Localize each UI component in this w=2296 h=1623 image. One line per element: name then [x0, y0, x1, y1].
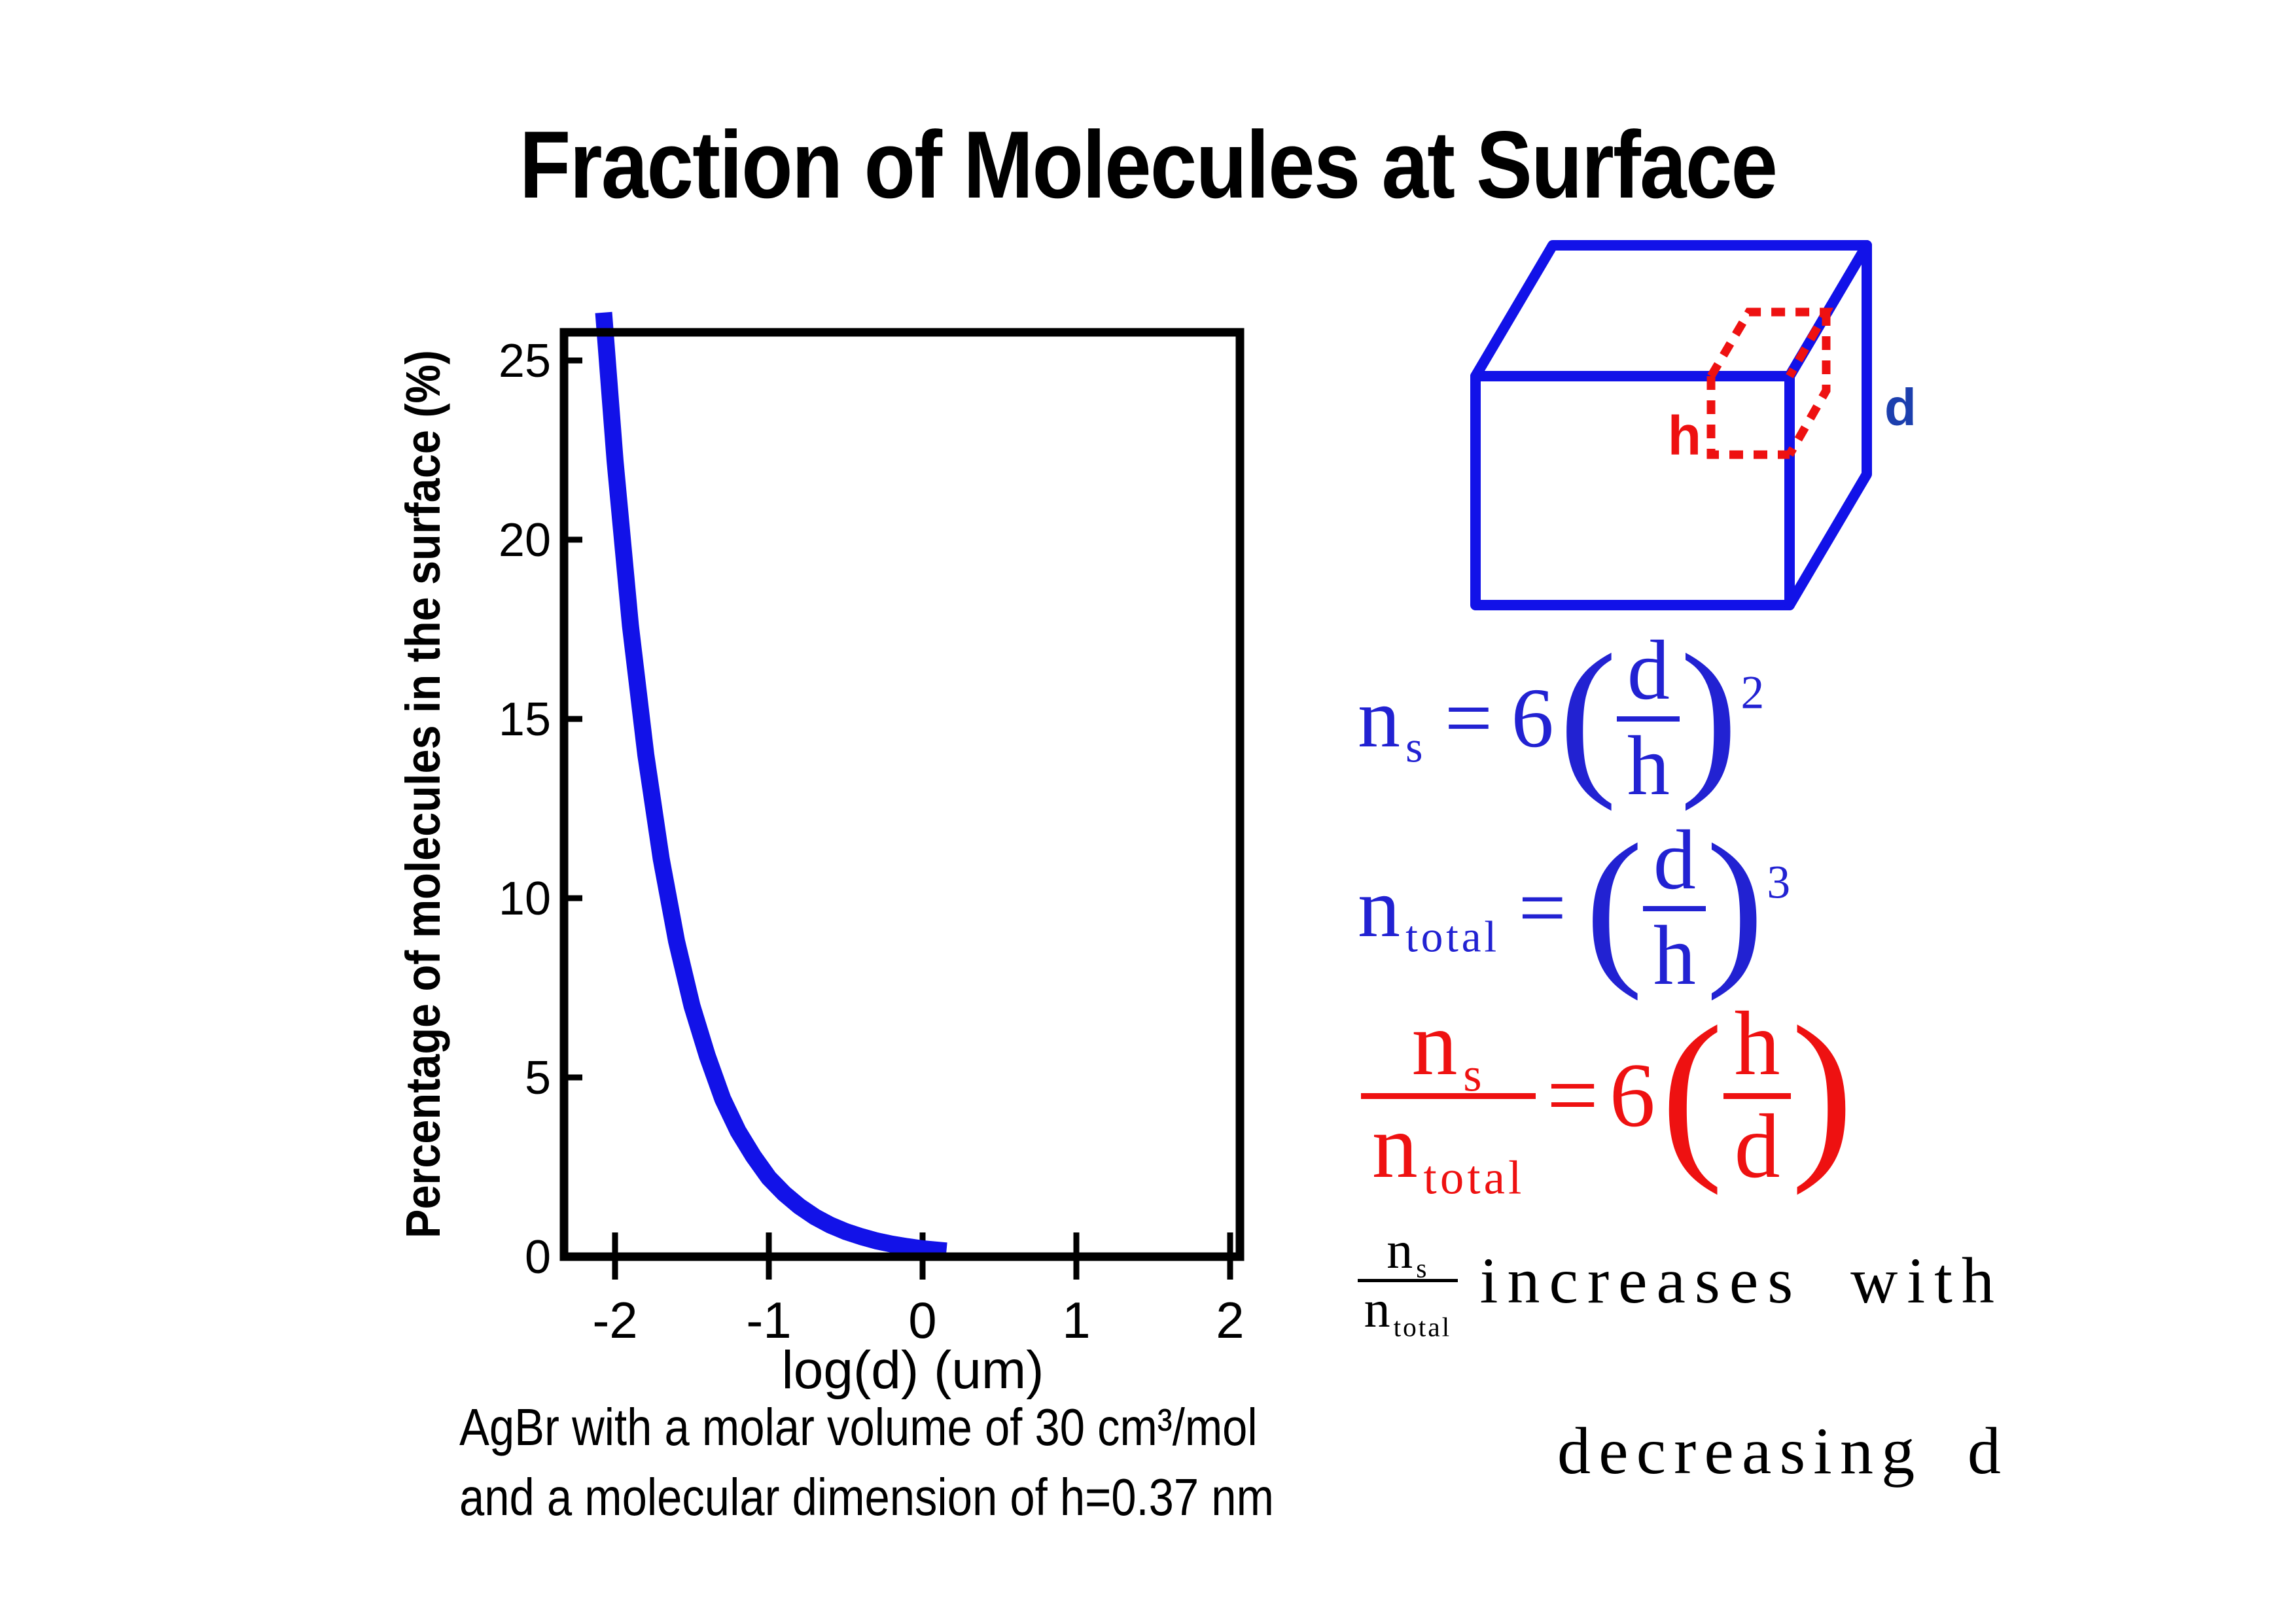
numerator-h: h: [1734, 993, 1780, 1094]
x-tick-label: 0: [908, 1291, 936, 1349]
fraction-bar: [1723, 1092, 1792, 1099]
chart-axes-and-curve: 0 5 10 15 20 25 -2 -1 0 1 2: [499, 311, 1245, 1349]
cube-diagram: h d: [1470, 240, 1916, 610]
left-paren: (: [1559, 618, 1617, 812]
d-dimension-label: d: [1884, 378, 1916, 436]
numerator-d: d: [1627, 623, 1670, 718]
ntotal-symbol: n total: [1358, 861, 1500, 959]
exponent-3: 3: [1767, 856, 1791, 909]
ns-base: n: [1358, 671, 1400, 766]
fraction-bar: [1361, 1092, 1536, 1099]
ntotal-subscript: total: [1405, 912, 1500, 962]
ntotal-subscript: total: [1423, 1151, 1525, 1204]
molecule-front-edges: [1706, 376, 1790, 459]
y-tick-label: 15: [499, 693, 551, 746]
x-tick-label: 1: [1062, 1291, 1090, 1349]
d-over-h-fraction: d h: [1617, 623, 1680, 814]
coefficient-6: 6: [1609, 1044, 1655, 1146]
y-tick-label: 25: [499, 335, 551, 387]
ns-subscript: s: [1463, 1048, 1485, 1102]
denominator-ntotal: n total: [1358, 1280, 1458, 1340]
page-title: Fraction of Molecules at Surface: [519, 111, 1778, 218]
denominator-d: d: [1734, 1096, 1780, 1198]
equals-sign: =: [1444, 671, 1493, 766]
y-tick-label: 0: [525, 1231, 551, 1283]
y-axis-title: Percentage of molecules in the surface (…: [396, 350, 450, 1238]
caption-line-1: AgBr with a molar volume of 30 cm³/mol: [459, 1398, 1258, 1456]
x-tick-label: -1: [746, 1291, 791, 1349]
molecule-cube: [1706, 307, 1834, 459]
conclusion-line-2: decreasing d: [1557, 1414, 2009, 1488]
ntotal-base: n: [1364, 1280, 1390, 1338]
d-over-h-fraction: d h: [1643, 813, 1706, 1003]
y-tick-label: 10: [499, 873, 551, 925]
surface-fraction-chart: 0 5 10 15 20 25 -2 -1 0 1 2 log(d) (um) Percentage…: [396, 311, 1245, 1400]
chart-caption: AgBr with a molar volume of 30 cm³/mol a…: [459, 1392, 1274, 1532]
ntotal-subscript: total: [1393, 1312, 1452, 1342]
ns-subscript: s: [1416, 1253, 1429, 1283]
ns-base: n: [1386, 1222, 1413, 1280]
coefficient-6: 6: [1511, 671, 1554, 766]
ns-subscript: s: [1405, 722, 1426, 772]
cube-front-face: [1470, 371, 1795, 610]
increases-with-text: increases with: [1479, 1244, 2004, 1317]
x-tick-label: -2: [592, 1291, 637, 1349]
ntotal-base: n: [1371, 1096, 1418, 1198]
right-paren: ): [1791, 988, 1854, 1196]
h-over-d-fraction: h d: [1723, 993, 1792, 1198]
surface-fraction-curve: [595, 311, 947, 1260]
cube-right-face: [1784, 240, 1872, 610]
molecule-top-edges: [1707, 307, 1834, 379]
equals-sign: =: [1547, 1044, 1598, 1146]
y-tick-label: 20: [499, 514, 551, 567]
ns-base: n: [1411, 993, 1458, 1094]
particle-cube: [1470, 240, 1872, 610]
right-paren: ): [1680, 618, 1739, 812]
denominator-h: h: [1627, 719, 1670, 814]
h-dimension-label: h: [1668, 405, 1701, 466]
right-paren: ): [1706, 808, 1765, 1002]
ntotal-base: n: [1358, 861, 1400, 956]
formula-ntotal: n total = ( d h ) 3: [1358, 808, 1791, 1003]
denominator-ntotal: n total: [1361, 1096, 1536, 1202]
fraction-bar: [1358, 1279, 1458, 1283]
x-axis-title: log(d) (um): [782, 1340, 1044, 1400]
denominator-h: h: [1653, 909, 1696, 1003]
equals-sign: =: [1518, 861, 1566, 956]
numerator-d: d: [1653, 813, 1696, 907]
plot-border: [559, 328, 1245, 1261]
x-tick-label: 2: [1216, 1291, 1244, 1349]
exponent-2: 2: [1740, 667, 1765, 719]
y-tick-label: 5: [525, 1052, 551, 1104]
molecule-right-edges: [1786, 312, 1831, 457]
fraction-bar: [1617, 716, 1680, 722]
fraction-bar: [1643, 905, 1706, 912]
left-paren: (: [1585, 808, 1644, 1002]
left-paren: (: [1661, 988, 1723, 1196]
caption-line-2: and a molecular dimension of h=0.37 nm: [459, 1468, 1274, 1527]
